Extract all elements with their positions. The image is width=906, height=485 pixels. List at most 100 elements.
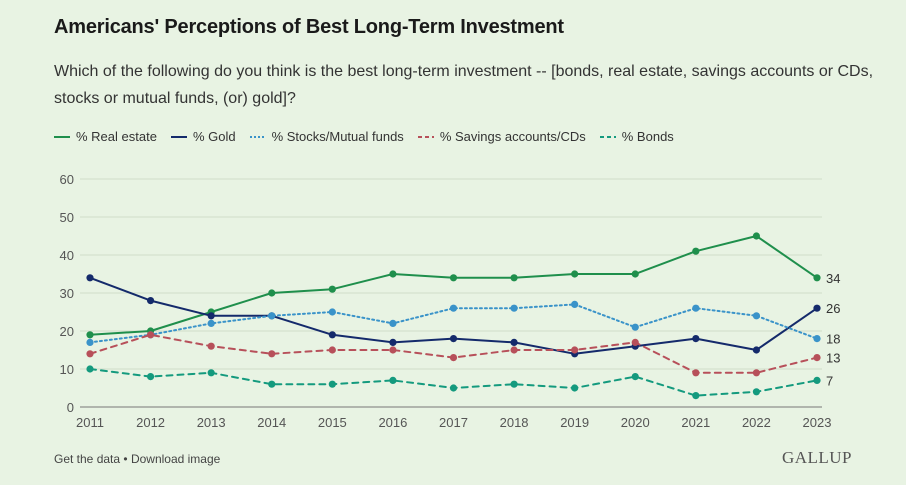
data-point-savings-accounts-cds — [631, 338, 639, 346]
footer-separator: • — [123, 452, 128, 466]
data-point-savings-accounts-cds — [692, 369, 700, 377]
x-tick-label: 2013 — [197, 415, 226, 430]
data-point-real-estate — [389, 270, 397, 278]
y-tick-label: 0 — [67, 400, 74, 415]
y-tick-label: 20 — [60, 324, 74, 339]
legend-label: % Bonds — [621, 129, 674, 144]
legend-swatch — [599, 135, 616, 138]
data-point-gold — [207, 312, 215, 320]
data-point-real-estate — [752, 232, 761, 240]
y-tick-label: 60 — [60, 172, 74, 187]
data-point-savings-accounts-cds — [207, 342, 215, 350]
legend-item-stocks-mutual-funds: % Stocks/Mutual funds — [249, 129, 404, 144]
x-tick-label: 2020 — [621, 415, 650, 430]
data-point-stocks-mutual-funds — [813, 335, 821, 343]
x-tick-label: 2017 — [439, 415, 468, 430]
legend-swatch — [54, 135, 70, 138]
legend: % Real estate % Gold % Stocks/Mutual funds… — [54, 129, 674, 144]
legend-item-bonds: % Bonds — [599, 129, 674, 144]
data-point-savings-accounts-cds — [328, 346, 336, 354]
data-point-bonds — [449, 384, 458, 392]
data-point-gold — [86, 274, 94, 282]
data-point-stocks-mutual-funds — [510, 304, 518, 312]
get-data-link[interactable]: Get the data — [54, 452, 121, 466]
data-point-savings-accounts-cds — [389, 346, 397, 354]
data-point-real-estate — [631, 270, 639, 278]
data-point-gold — [449, 335, 458, 343]
data-point-bonds — [146, 373, 155, 381]
data-point-bonds — [631, 373, 639, 381]
data-point-stocks-mutual-funds — [752, 312, 761, 320]
x-tick-label: 2015 — [318, 415, 347, 430]
legend-item-savings-accounts-cds: % Savings accounts/CDs — [417, 129, 586, 144]
x-tick-label: 2018 — [500, 415, 529, 430]
data-point-real-estate — [692, 247, 700, 255]
data-point-gold — [328, 331, 336, 339]
data-point-bonds — [571, 384, 579, 392]
x-tick-label: 2021 — [681, 415, 710, 430]
download-image-link[interactable]: Download image — [130, 452, 221, 466]
data-point-stocks-mutual-funds — [692, 304, 700, 312]
legend-swatch — [170, 135, 187, 138]
data-point-savings-accounts-cds — [510, 346, 518, 354]
x-tick-label: 2014 — [257, 415, 286, 430]
data-point-bonds — [692, 392, 700, 400]
data-point-real-estate — [571, 270, 579, 278]
data-point-savings-accounts-cds — [268, 350, 276, 358]
legend-swatch — [249, 135, 266, 138]
footer-links: Get the data • Download image — [54, 452, 220, 466]
x-tick-label: 2023 — [803, 415, 832, 430]
data-point-savings-accounts-cds — [813, 354, 821, 362]
legend-item-real-estate: % Real estate — [54, 129, 157, 144]
data-point-savings-accounts-cds — [146, 331, 155, 339]
data-point-bonds — [389, 376, 397, 384]
data-point-gold — [752, 346, 761, 354]
data-point-stocks-mutual-funds — [268, 312, 276, 320]
y-tick-label: 50 — [60, 210, 74, 225]
data-point-real-estate — [510, 274, 518, 282]
legend-item-gold: % Gold — [170, 129, 236, 144]
data-point-gold — [389, 338, 397, 346]
data-point-savings-accounts-cds — [449, 354, 458, 362]
end-label-gold: 26 — [826, 301, 840, 316]
data-point-real-estate — [449, 274, 458, 282]
data-point-bonds — [268, 380, 276, 388]
y-tick-label: 10 — [60, 362, 74, 377]
data-point-real-estate — [86, 331, 94, 339]
data-point-stocks-mutual-funds — [571, 300, 579, 308]
gallup-logo: GALLUP — [781, 448, 852, 467]
legend-swatch — [417, 135, 434, 138]
data-point-real-estate — [268, 289, 276, 297]
data-point-real-estate — [813, 274, 821, 282]
data-point-savings-accounts-cds — [752, 369, 761, 377]
data-point-real-estate — [328, 285, 336, 293]
data-point-stocks-mutual-funds — [86, 338, 94, 346]
data-point-savings-accounts-cds — [571, 346, 579, 354]
data-point-bonds — [510, 380, 518, 388]
legend-label: % Stocks/Mutual funds — [271, 129, 404, 144]
x-tick-label: 2012 — [136, 415, 165, 430]
data-point-stocks-mutual-funds — [207, 319, 215, 327]
chart-title: Americans' Perceptions of Best Long-Term… — [54, 16, 564, 38]
end-label-real-estate: 34 — [826, 271, 840, 286]
end-label-savings-accounts-cds: 13 — [826, 351, 840, 366]
data-point-bonds — [813, 376, 821, 384]
legend-label: % Gold — [192, 129, 236, 144]
end-label-bonds: 7 — [826, 373, 833, 388]
series-line-real-estate — [89, 235, 818, 336]
data-point-stocks-mutual-funds — [449, 304, 458, 312]
legend-label: % Real estate — [76, 129, 157, 144]
y-tick-label: 30 — [60, 286, 74, 301]
data-point-stocks-mutual-funds — [328, 308, 336, 316]
end-label-stocks-mutual-funds: 18 — [826, 332, 840, 347]
data-point-gold — [510, 338, 518, 346]
data-point-gold — [692, 335, 700, 343]
chart-subtitle: Which of the following do you think is t… — [54, 63, 874, 107]
data-point-savings-accounts-cds — [86, 350, 94, 358]
data-point-gold — [813, 304, 821, 312]
data-point-bonds — [328, 380, 336, 388]
x-tick-label: 2019 — [560, 415, 589, 430]
data-point-bonds — [752, 388, 761, 396]
x-tick-label: 2011 — [76, 415, 104, 430]
data-point-stocks-mutual-funds — [631, 323, 639, 331]
